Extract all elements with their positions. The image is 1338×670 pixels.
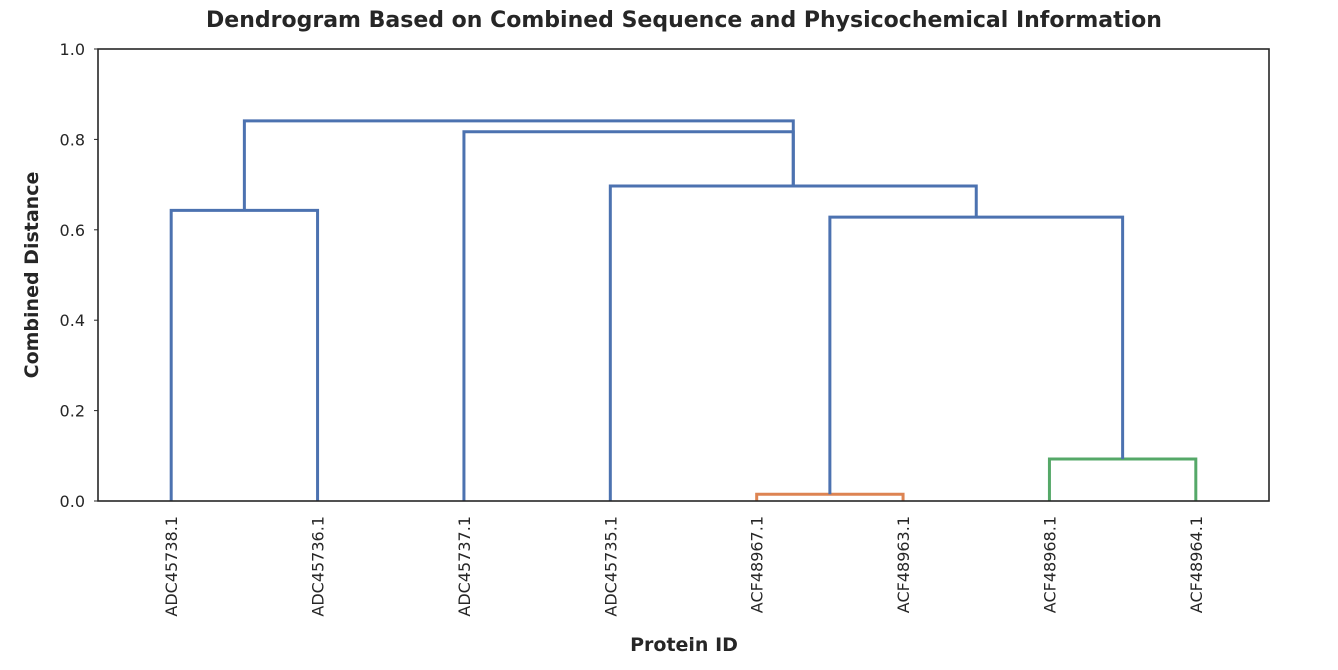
y-tick-label: 0.4: [60, 311, 85, 330]
dendrogram-link: [1047, 457, 1198, 501]
y-tick-label: 0.0: [60, 492, 85, 511]
x-tick-label-leaf: ACF48963.1: [894, 516, 913, 613]
chart-title: Dendrogram Based on Combined Sequence an…: [206, 8, 1162, 33]
y-tick-label: 0.6: [60, 221, 85, 240]
y-tick-label: 0.2: [60, 402, 85, 421]
x-tick-label-leaf: ADC45737.1: [455, 516, 474, 617]
dendrogram-link: [608, 184, 978, 501]
dendrogram-links: [169, 119, 1198, 501]
y-axis-ticks: 0.0 0.2 0.4 0.6 0.8 1.0: [60, 40, 98, 511]
x-tick-label-leaf: ACF48967.1: [748, 516, 767, 613]
x-axis-label: Protein ID: [630, 634, 738, 656]
x-tick-label-leaf: ACF48964.1: [1187, 516, 1206, 613]
x-tick-label-leaf: ADC45736.1: [309, 516, 328, 617]
y-tick-label: 1.0: [60, 40, 85, 59]
dendrogram-link: [242, 119, 795, 211]
plot-frame: [97, 48, 1270, 502]
x-axis-ticks: ADC45738.1 ADC45736.1 ADC45737.1 ADC45735.1…: [162, 516, 1206, 617]
x-tick-label-leaf: ADC45738.1: [162, 516, 181, 617]
dendrogram-link: [828, 215, 1125, 495]
y-axis-label: Combined Distance: [21, 172, 43, 379]
y-tick-label: 0.8: [60, 130, 85, 149]
x-tick-label-leaf: ACF48968.1: [1040, 516, 1059, 613]
dendrogram-link: [169, 208, 320, 501]
x-tick-label-leaf: ADC45735.1: [601, 516, 620, 617]
dendrogram-link: [755, 492, 905, 501]
